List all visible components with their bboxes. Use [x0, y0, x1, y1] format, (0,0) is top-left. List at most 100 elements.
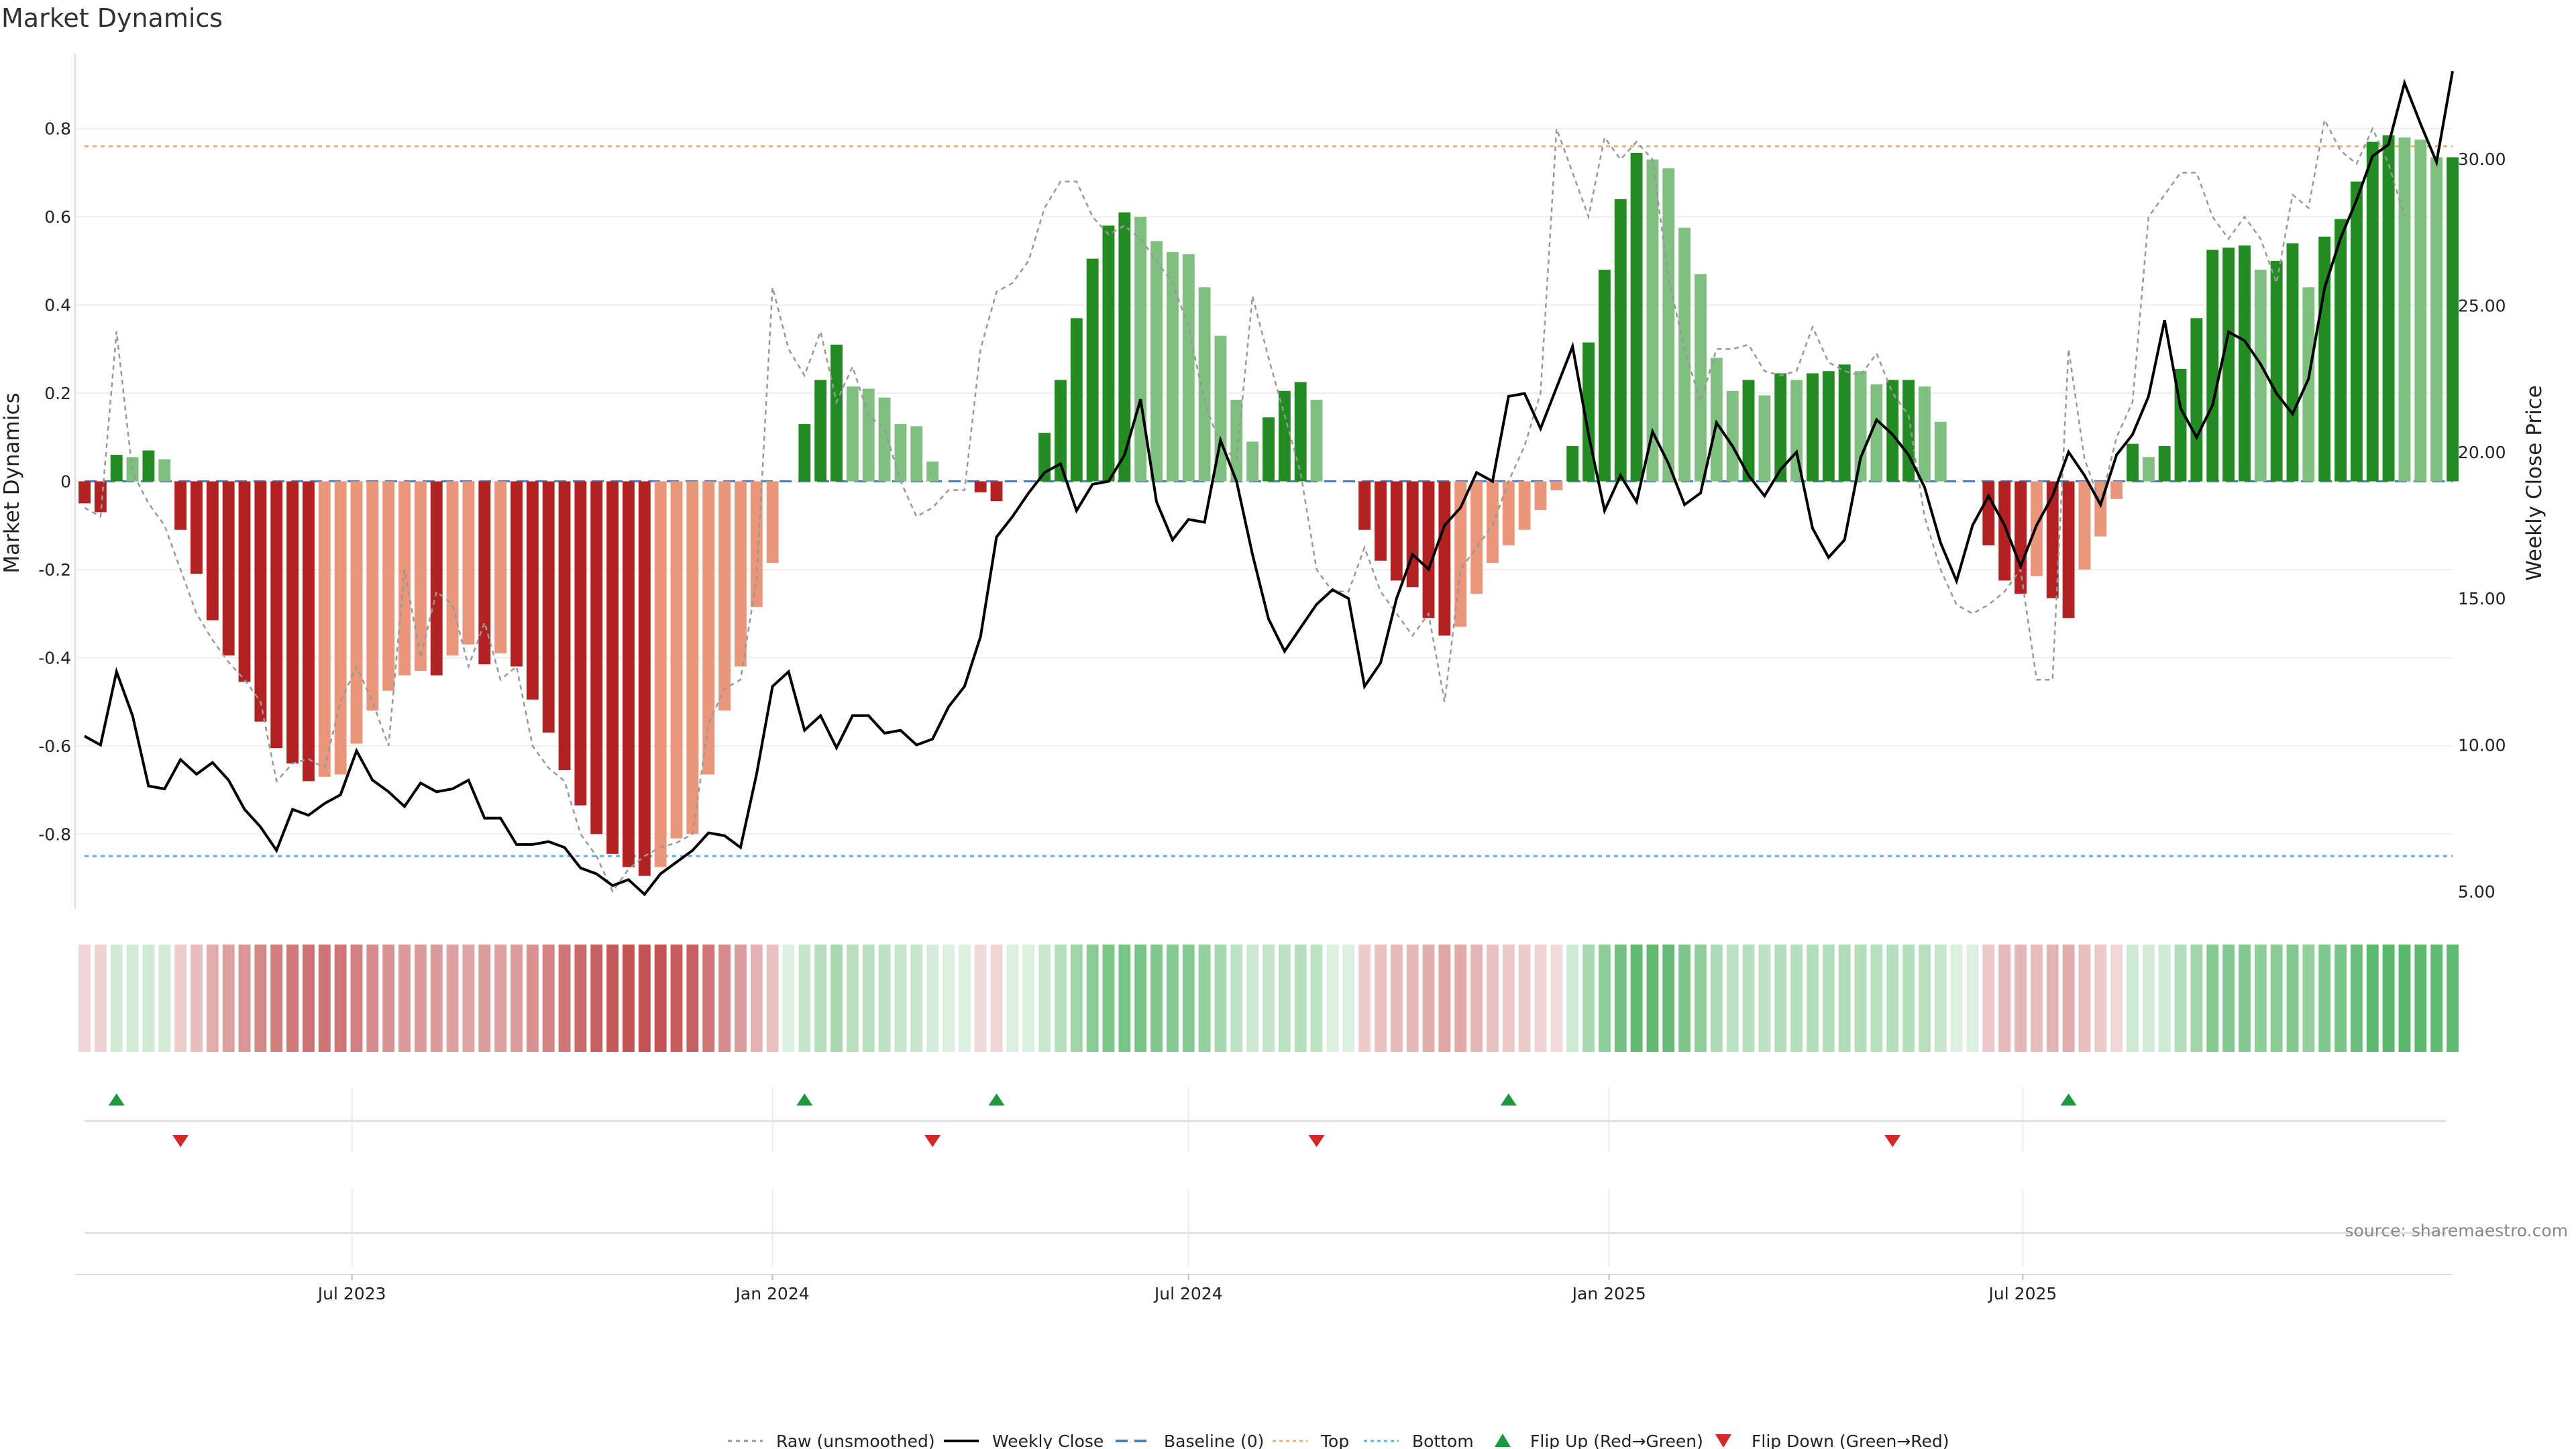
heat-cell [191, 945, 203, 1052]
dynamics-bar [366, 481, 379, 711]
heat-cell [2398, 945, 2411, 1052]
dynamics-bar [1390, 481, 1403, 581]
dynamics-bar [1230, 399, 1243, 482]
heat-cell [2286, 945, 2299, 1052]
heat-cell [2094, 945, 2107, 1052]
heat-cell [702, 945, 715, 1052]
heat-cell [958, 945, 971, 1052]
dynamics-bar [2382, 135, 2395, 482]
right-tick-label: 5.00 [2458, 882, 2496, 902]
left-tick-label: 0.4 [44, 296, 71, 315]
dynamics-bar [2366, 142, 2379, 482]
heat-cell [798, 945, 811, 1052]
dynamics-bar [638, 481, 651, 876]
left-tick-label: 0 [60, 472, 71, 492]
dynamics-bar [590, 481, 603, 835]
heat-cell [2270, 945, 2283, 1052]
dynamics-bar [1246, 441, 1259, 482]
heat-cell [2254, 945, 2267, 1052]
dynamics-bar [382, 481, 395, 691]
heat-cell [2190, 945, 2203, 1052]
dynamics-bar [1422, 481, 1435, 619]
heat-cell [126, 945, 139, 1052]
heat-cell [2062, 945, 2075, 1052]
heat-cell [302, 945, 315, 1052]
dynamics-bar [2302, 287, 2315, 482]
weekly-close-line [84, 70, 2454, 897]
heat-cell [526, 945, 539, 1052]
flip-up-marker [796, 1093, 813, 1106]
dynamics-bar [2127, 443, 2139, 482]
heat-cell [1263, 945, 1275, 1052]
dynamics-bar [1118, 212, 1131, 482]
dynamics-bar [430, 481, 443, 676]
heat-cell [1758, 945, 1771, 1052]
heat-cell [1470, 945, 1483, 1052]
left-tick-label: -0.6 [38, 737, 71, 756]
dynamics-bar [446, 481, 459, 656]
dynamics-bar [814, 380, 827, 482]
heat-cell [1807, 945, 1819, 1052]
heat-cell [878, 945, 891, 1052]
dynamics-bar [110, 455, 123, 482]
heat-cell [1454, 945, 1467, 1052]
heat-cell [1550, 945, 1563, 1052]
heat-cell [1294, 945, 1307, 1052]
left-tick-label: 0.2 [44, 384, 71, 403]
date-tick-label: Jan 2024 [735, 1284, 810, 1303]
dynamics-bar [606, 481, 619, 854]
dynamics-bar [1934, 421, 1947, 482]
dynamics-bar [974, 481, 987, 492]
heat-cell [1390, 945, 1403, 1052]
dynamics-bar [191, 481, 203, 574]
dynamics-bar [494, 481, 507, 653]
heat-cell [1918, 945, 1931, 1052]
dynamics-bar [2286, 243, 2299, 482]
dynamics-bar [1086, 258, 1099, 482]
heat-cell [943, 945, 955, 1052]
dynamics-bar [558, 481, 571, 770]
dynamics-bar [174, 481, 187, 530]
heat-cell [2046, 945, 2059, 1052]
dynamics-bar [990, 481, 1003, 502]
heat-cell [1774, 945, 1787, 1052]
dynamics-bar [1102, 225, 1115, 482]
heat-cell [990, 945, 1003, 1052]
raw-line [84, 117, 2406, 894]
dynamics-bar [2222, 248, 2235, 482]
heat-cell [78, 945, 91, 1052]
heat-cell [206, 945, 219, 1052]
right-axis-label: Weekly Close Price [2522, 385, 2546, 581]
heat-cell [2030, 945, 2043, 1052]
dynamics-bar [2206, 250, 2219, 482]
dynamics-bar [142, 450, 155, 482]
left-tick-label: 0.8 [44, 119, 71, 139]
heat-cell [2127, 945, 2139, 1052]
dynamics-bar [798, 424, 811, 482]
dynamics-bar [1502, 481, 1515, 545]
dynamics-bar [542, 481, 555, 733]
dynamics-bar [270, 481, 283, 749]
dynamics-bar [623, 481, 635, 867]
dynamics-bar [2110, 481, 2123, 499]
heat-cell [574, 945, 587, 1052]
heat-cell [718, 945, 731, 1052]
legend-bottom-label: Bottom [1412, 1432, 1474, 1449]
heat-cell [1982, 945, 1995, 1052]
source-note: source: sharemaestro.com [2345, 1221, 2569, 1240]
heat-cell [1598, 945, 1611, 1052]
heat-cell [2366, 945, 2379, 1052]
dynamics-bar [766, 481, 779, 564]
heat-cell [2447, 945, 2459, 1052]
dynamics-bar [1550, 481, 1563, 490]
heat-cell [1006, 945, 1019, 1052]
dynamics-bar [334, 481, 347, 775]
heat-cell [2158, 945, 2171, 1052]
heat-cell [174, 945, 187, 1052]
heat-cell [910, 945, 923, 1052]
dynamics-bar [1310, 399, 1323, 482]
dynamics-bar [318, 481, 331, 777]
heat-cell [318, 945, 331, 1052]
heat-cell [2334, 945, 2347, 1052]
